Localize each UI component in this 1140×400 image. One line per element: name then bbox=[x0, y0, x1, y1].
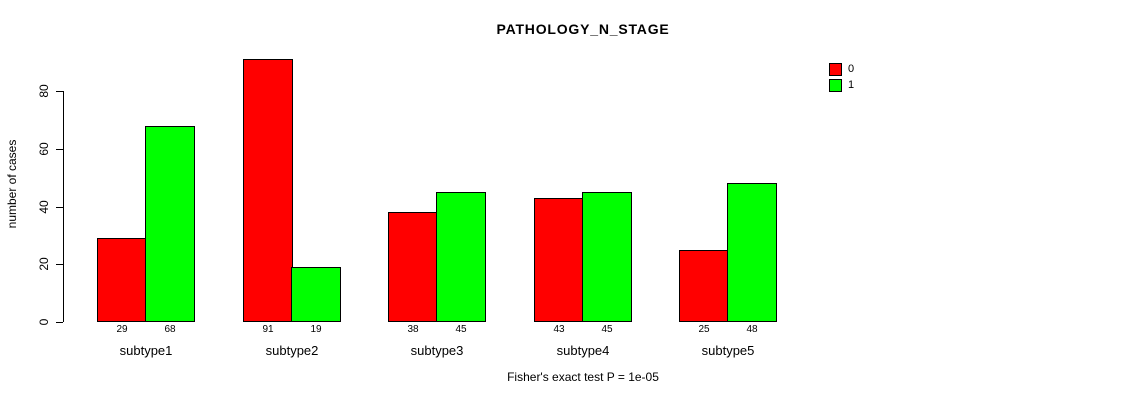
bar-value-label: 91 bbox=[262, 324, 274, 335]
y-tick-label: 80 bbox=[37, 84, 51, 98]
y-tick-mark bbox=[56, 149, 63, 150]
bar-subtype1-series-0 bbox=[97, 238, 147, 322]
y-tick-label: 0 bbox=[37, 318, 51, 326]
bar-value-label: 48 bbox=[746, 324, 758, 335]
y-axis-label: number of cases bbox=[5, 139, 19, 229]
x-category-label: subtype5 bbox=[701, 343, 755, 358]
y-tick-mark bbox=[56, 322, 63, 323]
y-tick-label: 60 bbox=[37, 142, 51, 156]
bar-value-label: 25 bbox=[698, 324, 710, 335]
x-category-label: subtype3 bbox=[410, 343, 464, 358]
y-tick-label: 40 bbox=[37, 200, 51, 214]
bar-subtype4-series-0 bbox=[534, 198, 584, 322]
legend-label-1: 1 bbox=[848, 79, 855, 91]
y-tick-mark bbox=[56, 91, 63, 92]
bar-subtype2-series-1 bbox=[291, 267, 341, 322]
bar-value-label: 43 bbox=[553, 324, 565, 335]
y-tick-mark bbox=[56, 264, 63, 265]
legend-label-0: 0 bbox=[848, 63, 855, 75]
bar-value-label: 45 bbox=[601, 324, 613, 335]
legend-swatch-0 bbox=[829, 63, 842, 76]
y-tick-mark bbox=[56, 207, 63, 208]
bar-subtype2-series-0 bbox=[243, 59, 293, 322]
caption: Fisher's exact test P = 1e-05 bbox=[507, 370, 659, 384]
bar-value-label: 68 bbox=[164, 324, 176, 335]
bar-value-label: 38 bbox=[407, 324, 419, 335]
legend-swatch-1 bbox=[829, 79, 842, 92]
bar-value-label: 45 bbox=[455, 324, 467, 335]
x-category-label: subtype4 bbox=[556, 343, 610, 358]
bar-value-label: 19 bbox=[310, 324, 322, 335]
x-category-label: subtype2 bbox=[265, 343, 319, 358]
y-axis-line bbox=[63, 91, 64, 322]
bar-subtype3-series-1 bbox=[436, 192, 486, 322]
bar-subtype3-series-0 bbox=[388, 212, 438, 322]
bar-value-label: 29 bbox=[116, 324, 128, 335]
bar-subtype1-series-1 bbox=[145, 126, 195, 322]
x-category-label: subtype1 bbox=[119, 343, 173, 358]
y-tick-label: 20 bbox=[37, 257, 51, 271]
bar-subtype4-series-1 bbox=[582, 192, 632, 322]
bar-subtype5-series-0 bbox=[679, 250, 729, 322]
chart-title: PATHOLOGY_N_STAGE bbox=[496, 21, 670, 37]
bar-subtype5-series-1 bbox=[727, 183, 777, 322]
